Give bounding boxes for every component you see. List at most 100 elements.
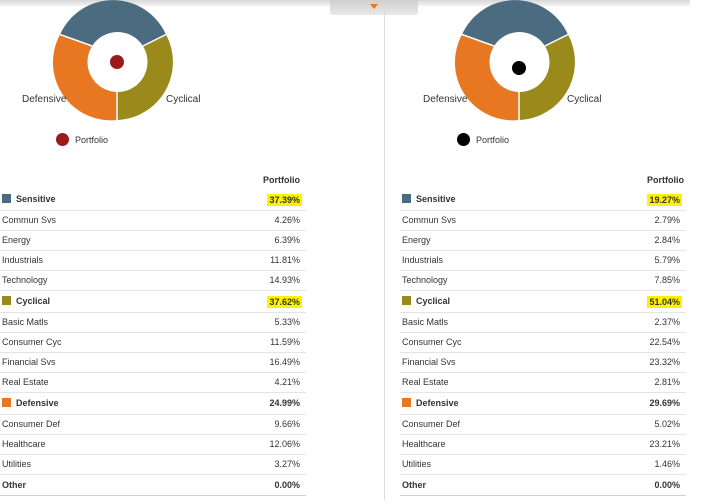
chevron-down-icon[interactable] bbox=[370, 4, 378, 9]
table-row: Basic Matls 2.37% bbox=[400, 312, 686, 333]
table-row: Healthcare 23.21% bbox=[400, 434, 686, 455]
row-label: Commun Svs bbox=[2, 215, 57, 225]
column-header: Portfolio bbox=[263, 175, 300, 185]
row-value: 1.46% bbox=[654, 459, 680, 469]
group-row-sensitive: Sensitive 19.27% bbox=[400, 188, 686, 211]
group-label: Cyclical bbox=[16, 296, 51, 306]
group-name: Cyclical bbox=[402, 296, 450, 306]
row-value: 16.49% bbox=[269, 357, 300, 367]
sector-table: Sensitive 19.27% Commun Svs 2.79% Energy 2.84… bbox=[400, 188, 686, 498]
row-value: 11.81% bbox=[270, 255, 300, 265]
cyclical-axis-label: Cyclical bbox=[567, 94, 602, 105]
collapse-tab[interactable] bbox=[330, 0, 418, 15]
group-label: Other bbox=[2, 480, 27, 490]
row-label: Basic Matls bbox=[2, 317, 49, 327]
table-row: Industrials 5.79% bbox=[400, 250, 686, 271]
group-name: Defensive bbox=[2, 398, 59, 408]
row-value: 6.39% bbox=[274, 235, 300, 245]
row-label: Utilities bbox=[2, 459, 32, 469]
group-swatch bbox=[2, 194, 11, 203]
group-value: 37.39% bbox=[267, 194, 302, 206]
table-row: Financial Svs 23.32% bbox=[400, 352, 686, 373]
table-row: Healthcare 12.06% bbox=[0, 434, 306, 455]
row-value: 23.21% bbox=[649, 439, 680, 449]
table-row: Energy 2.84% bbox=[400, 230, 686, 251]
table-row: Industrials 11.81% bbox=[0, 250, 306, 271]
legend-label: Portfolio bbox=[75, 134, 109, 145]
donut-segment-sensitive bbox=[462, 0, 568, 47]
row-value: 5.02% bbox=[654, 419, 680, 429]
group-swatch bbox=[402, 194, 411, 203]
panel-left: Defensive Cyclical Portfolio Portfolio S… bbox=[0, 0, 306, 496]
group-row-other: Other 0.00% bbox=[400, 475, 686, 496]
portfolio-position-dot bbox=[110, 55, 124, 69]
group-row-cyclical: Cyclical 51.04% bbox=[400, 290, 686, 313]
group-name: Sensitive bbox=[2, 194, 56, 204]
row-label: Energy bbox=[2, 235, 31, 245]
group-label: Sensitive bbox=[416, 194, 456, 204]
group-row-other: Other 0.00% bbox=[0, 475, 306, 496]
table-row: Consumer Cyc 22.54% bbox=[400, 332, 686, 353]
legend-label: Portfolio bbox=[476, 134, 510, 145]
group-value: 0.00% bbox=[274, 480, 300, 490]
row-label: Consumer Cyc bbox=[402, 337, 462, 347]
cyclical-axis-label: Cyclical bbox=[166, 94, 201, 105]
row-value: 2.84% bbox=[654, 235, 680, 245]
donut-segment-sensitive bbox=[60, 0, 166, 47]
row-label: Real Estate bbox=[402, 377, 449, 387]
row-label: Financial Svs bbox=[402, 357, 456, 367]
group-name: Defensive bbox=[402, 398, 459, 408]
group-label: Sensitive bbox=[16, 194, 56, 204]
row-label: Healthcare bbox=[402, 439, 446, 449]
portfolio-position-dot bbox=[512, 61, 526, 75]
row-label: Energy bbox=[402, 235, 431, 245]
table-row: Real Estate 2.81% bbox=[400, 372, 686, 393]
table-row: Consumer Def 5.02% bbox=[400, 414, 686, 435]
group-row-cyclical: Cyclical 37.62% bbox=[0, 290, 306, 313]
row-value: 3.27% bbox=[274, 459, 300, 469]
row-label: Utilities bbox=[402, 459, 432, 469]
row-label: Healthcare bbox=[2, 439, 46, 449]
group-row-sensitive: Sensitive 37.39% bbox=[0, 188, 306, 211]
table-row: Utilities 3.27% bbox=[0, 454, 306, 475]
group-value: 37.62% bbox=[267, 296, 302, 308]
table-row: Consumer Cyc 11.59% bbox=[0, 332, 306, 353]
group-value: 19.27% bbox=[647, 194, 682, 206]
table-row: Basic Matls 5.33% bbox=[0, 312, 306, 333]
row-label: Consumer Def bbox=[2, 419, 61, 429]
donut-segment-defensive bbox=[454, 34, 519, 121]
group-swatch bbox=[2, 296, 11, 305]
group-row-defensive: Defensive 24.99% bbox=[0, 392, 306, 415]
donut-segment-defensive bbox=[52, 34, 117, 121]
group-name: Sensitive bbox=[402, 194, 456, 204]
row-label: Basic Matls bbox=[402, 317, 449, 327]
row-value: 22.54% bbox=[649, 337, 680, 347]
row-label: Commun Svs bbox=[402, 215, 457, 225]
row-label: Consumer Def bbox=[402, 419, 461, 429]
row-value: 7.85% bbox=[654, 275, 680, 285]
row-label: Industrials bbox=[402, 255, 444, 265]
column-header: Portfolio bbox=[647, 175, 684, 185]
legend: Portfolio bbox=[457, 133, 509, 146]
style-box-donut bbox=[454, 0, 575, 121]
row-value: 2.81% bbox=[654, 377, 680, 387]
group-name: Cyclical bbox=[2, 296, 50, 306]
row-value: 12.06% bbox=[269, 439, 300, 449]
row-label: Consumer Cyc bbox=[2, 337, 62, 347]
table-row: Technology 7.85% bbox=[400, 270, 686, 291]
group-swatch bbox=[2, 398, 11, 407]
row-value: 23.32% bbox=[649, 357, 680, 367]
group-value: 24.99% bbox=[269, 398, 300, 408]
table-row: Financial Svs 16.49% bbox=[0, 352, 306, 373]
defensive-axis-label: Defensive bbox=[22, 94, 67, 105]
row-value: 4.21% bbox=[274, 377, 300, 387]
group-label: Other bbox=[402, 480, 427, 490]
row-value: 4.26% bbox=[274, 215, 300, 225]
table-row: Commun Svs 4.26% bbox=[0, 210, 306, 231]
table-row: Utilities 1.46% bbox=[400, 454, 686, 475]
group-swatch bbox=[402, 398, 411, 407]
row-label: Financial Svs bbox=[2, 357, 56, 367]
group-value: 29.69% bbox=[649, 398, 680, 408]
table-row: Technology 14.93% bbox=[0, 270, 306, 291]
table-row: Consumer Def 9.66% bbox=[0, 414, 306, 435]
